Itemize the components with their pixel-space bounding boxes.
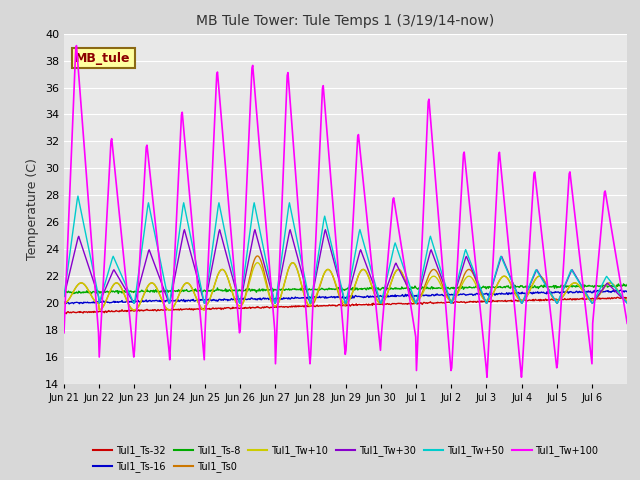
Tul1_Ts-8 [230,288,238,293]
Tul1_Ts-32 [404,300,412,306]
Tul1_Ts-32 [127,307,134,313]
Tul1_Tw+30 [60,293,68,300]
Tul1_Ts-32 [623,295,631,300]
Tul1_Tw+50 [405,281,413,287]
Line: Tul1_Ts0: Tul1_Ts0 [64,256,627,310]
Tul1_Tw+10 [127,305,134,311]
Line: Tul1_Ts-32: Tul1_Ts-32 [64,297,627,313]
Tul1_Tw+100 [127,325,134,331]
Tul1_Tw+100 [436,232,444,238]
Tul1_Ts-16 [230,296,238,301]
Tul1_Tw+50 [231,279,239,285]
Tul1_Ts-32 [614,294,621,300]
Tul1_Tw+50 [623,300,631,306]
Tul1_Tw+50 [259,243,267,249]
Line: Tul1_Ts-16: Tul1_Ts-16 [64,290,627,304]
Tul1_Tw+100 [280,163,287,168]
Tul1_Ts-8 [60,289,68,295]
Tul1_Ts-8 [70,291,77,297]
Tul1_Tw+50 [95,300,103,306]
Tul1_Tw+30 [280,255,288,261]
Tul1_Tw+100 [404,288,412,293]
Tul1_Tw+30 [623,300,631,306]
Tul1_Tw+50 [280,236,288,241]
Tul1_Tw+100 [73,43,81,48]
Tul1_Ts-32 [436,300,444,306]
Line: Tul1_Tw+30: Tul1_Tw+30 [64,230,627,303]
Tul1_Ts-16 [436,292,444,298]
Tul1_Ts-32 [62,311,70,316]
Tul1_Tw+30 [180,227,188,233]
Tul1_Ts-8 [404,286,412,291]
Tul1_Ts-32 [259,304,266,310]
Tul1_Ts0 [623,298,631,303]
Tul1_Tw+10 [230,296,238,301]
Tul1_Ts0 [437,277,445,283]
Tul1_Tw+10 [623,298,631,303]
Tul1_Ts-8 [127,288,134,294]
Tul1_Tw+30 [231,284,239,290]
Tul1_Ts-32 [280,304,287,310]
Tul1_Ts-16 [60,300,68,306]
Tul1_Ts0 [259,264,267,270]
Tul1_Tw+10 [280,281,288,287]
Tul1_Tw+30 [437,273,445,278]
Tul1_Tw+10 [259,270,267,276]
Tul1_Ts0 [127,305,134,311]
Tul1_Tw+10 [95,307,103,313]
Tul1_Tw+30 [127,295,134,301]
Tul1_Tw+10 [253,260,261,265]
Tul1_Ts-16 [259,296,266,301]
Tul1_Tw+30 [405,287,413,293]
Text: MB_tule: MB_tule [76,52,131,65]
Tul1_Ts-8 [620,281,627,287]
Tul1_Ts0 [230,296,238,301]
Tul1_Tw+100 [259,177,266,183]
Tul1_Tw+10 [437,282,445,288]
Tul1_Tw+50 [60,293,68,300]
Tul1_Ts0 [405,289,413,295]
Line: Tul1_Tw+100: Tul1_Tw+100 [64,46,627,377]
Tul1_Ts0 [280,281,288,287]
Tul1_Ts-16 [404,293,412,299]
Tul1_Ts0 [60,300,68,306]
Tul1_Tw+100 [230,269,238,275]
Line: Tul1_Ts-8: Tul1_Ts-8 [64,284,627,294]
Legend: Tul1_Ts-32, Tul1_Ts-16, Tul1_Ts-8, Tul1_Ts0, Tul1_Tw+10, Tul1_Tw+30, Tul1_Tw+50,: Tul1_Ts-32, Tul1_Ts-16, Tul1_Ts-8, Tul1_… [89,442,602,476]
Tul1_Tw+50 [437,267,445,273]
Tul1_Tw+30 [95,300,103,306]
Tul1_Ts-16 [280,295,287,300]
Tul1_Ts0 [95,307,103,313]
Tul1_Ts-8 [623,282,631,288]
Tul1_Ts-16 [623,289,631,295]
Tul1_Ts-8 [259,286,266,292]
Tul1_Ts-16 [617,287,625,293]
Tul1_Tw+10 [60,300,68,306]
Title: MB Tule Tower: Tule Temps 1 (3/19/14-now): MB Tule Tower: Tule Temps 1 (3/19/14-now… [196,14,495,28]
Tul1_Tw+10 [405,289,413,295]
Tul1_Ts-16 [65,301,73,307]
Tul1_Tw+50 [74,193,82,199]
Tul1_Tw+30 [259,257,267,263]
Tul1_Ts-8 [280,287,287,292]
Tul1_Tw+100 [623,321,631,326]
Line: Tul1_Tw+50: Tul1_Tw+50 [64,196,627,303]
Tul1_Ts-16 [127,299,134,304]
Tul1_Ts-32 [230,305,238,311]
Tul1_Tw+100 [483,374,491,380]
Tul1_Tw+50 [128,295,136,301]
Tul1_Ts0 [253,253,261,259]
Tul1_Ts-8 [436,285,444,291]
Tul1_Tw+100 [60,330,68,336]
Tul1_Ts-32 [60,310,68,315]
Y-axis label: Temperature (C): Temperature (C) [26,158,39,260]
Line: Tul1_Tw+10: Tul1_Tw+10 [64,263,627,310]
